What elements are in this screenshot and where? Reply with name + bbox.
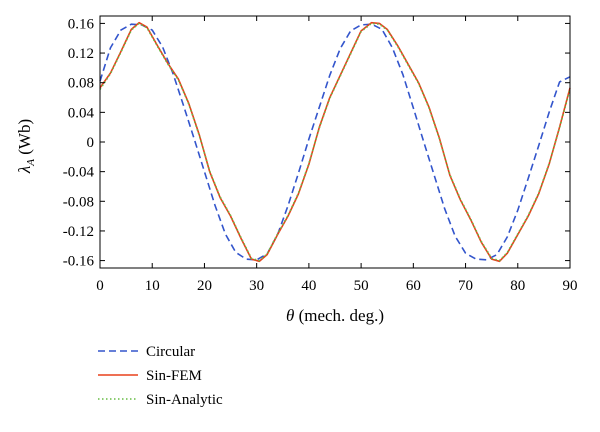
y-tick-label: -0.12 — [63, 224, 94, 240]
series-line-sin-analytic — [99, 22, 571, 262]
x-axis-label-text: (mech. deg.) — [294, 306, 384, 325]
x-tick-label: 90 — [563, 278, 578, 294]
legend-label-circular: Circular — [146, 344, 195, 360]
y-axis-label: λA (Wb) — [15, 119, 37, 174]
series-line-sin-fem — [99, 21, 571, 263]
legend-label-sin-analytic: Sin-Analytic — [146, 392, 223, 408]
y-tick-label: -0.16 — [63, 254, 95, 270]
y-tick-label: 0 — [87, 135, 95, 151]
x-tick-label: 20 — [197, 278, 212, 294]
y-tick-label: 0.04 — [68, 105, 95, 121]
y-axis-label-text: (Wb) — [15, 119, 34, 159]
series-line-circular — [99, 23, 571, 261]
x-tick-label: 70 — [458, 278, 473, 294]
plot-frame — [99, 15, 571, 269]
x-axis-label: θ (mech. deg.) — [286, 306, 384, 325]
y-tick-label: 0.16 — [68, 16, 95, 32]
plot-area — [99, 21, 571, 263]
x-tick-label: 10 — [145, 278, 160, 294]
y-tick-label: -0.08 — [63, 194, 94, 210]
y-axis-label-subscript: A — [25, 159, 37, 167]
y-tick-label: 0.08 — [68, 76, 94, 92]
legend: Circular Sin-FEM Sin-Analytic — [98, 344, 223, 408]
x-tick-label: 30 — [249, 278, 264, 294]
x-tick-label: 80 — [510, 278, 525, 294]
y-tick-label: 0.12 — [68, 46, 94, 62]
x-tick-label: 60 — [406, 278, 421, 294]
x-tick-label: 40 — [301, 278, 316, 294]
y-tick-label: -0.04 — [63, 165, 95, 181]
legend-label-sin-fem: Sin-FEM — [146, 368, 202, 384]
x-axis-label-symbol: θ — [286, 306, 294, 325]
x-tick-label: 50 — [354, 278, 369, 294]
x-tick-label: 0 — [96, 278, 104, 294]
y-axis-label-symbol: λ — [15, 166, 34, 174]
axes: 0 10 20 30 40 50 60 70 80 90 0.16 0.12 0.08 0.04 0 -0.0… — [63, 15, 578, 294]
